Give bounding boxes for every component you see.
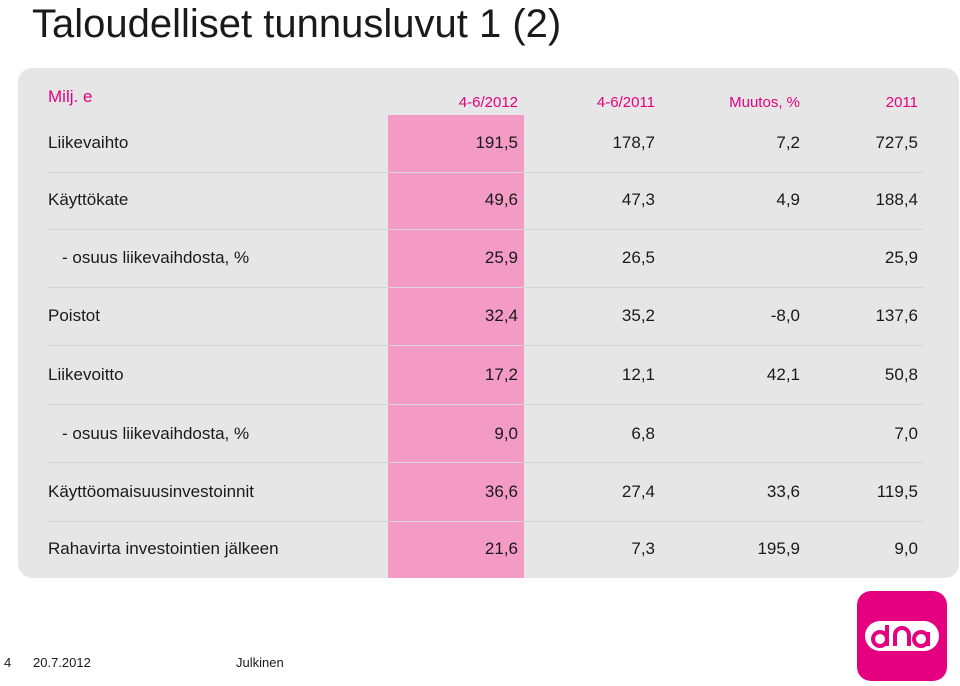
table-cell: 42,1 <box>766 365 800 384</box>
table-cell: 9,0 <box>494 424 518 443</box>
row-label-liikevaihto: Liikevaihto <box>48 133 129 152</box>
table-cell: 7,0 <box>894 424 918 443</box>
table-cell: 6,8 <box>631 424 655 443</box>
row-label-liikevoitto: Liikevoitto <box>48 365 124 384</box>
page-title: Taloudelliset tunnusluvut 1 (2) <box>32 2 562 46</box>
column-header: 4-6/2012 <box>458 94 518 111</box>
table-cell: 27,4 <box>621 482 655 501</box>
row-label-kayttoomaisuusinvestoinnit: Käyttöomaisuusinvestoinnit <box>48 482 255 501</box>
table-cell: 36,6 <box>484 482 518 501</box>
table-cell: 12,1 <box>621 365 655 384</box>
highlight-column <box>388 115 524 578</box>
row-divider <box>48 172 924 173</box>
row-label-osuus-kayttokate: - osuus liikevaihdosta, % <box>62 248 250 267</box>
table-cell: 188,4 <box>875 190 918 209</box>
table-cell: 119,5 <box>876 482 918 501</box>
dna-logo-icon <box>857 591 947 681</box>
row-label-rahavirta: Rahavirta investointien jälkeen <box>48 539 279 558</box>
table-cell: 25,9 <box>884 248 918 267</box>
table-cell: 178,7 <box>612 133 655 152</box>
table-cell: -8,0 <box>770 306 800 325</box>
table-cell: 17,2 <box>484 365 518 384</box>
row-divider <box>48 521 924 522</box>
table-cell: 35,2 <box>621 306 655 325</box>
table-cell: 191,5 <box>475 133 518 152</box>
row-divider <box>48 229 924 230</box>
row-divider <box>48 287 924 288</box>
row-label-osuus-liikevoitto: - osuus liikevaihdosta, % <box>62 424 250 443</box>
table-cell: 9,0 <box>894 539 918 558</box>
table-cell: 727,5 <box>875 133 918 152</box>
table-cell: 21,6 <box>484 539 518 558</box>
table-cell: 32,4 <box>484 306 518 325</box>
row-divider <box>48 462 924 463</box>
table-cell: 49,6 <box>484 190 518 209</box>
table-cell: 33,6 <box>766 482 800 501</box>
table-cell: 195,9 <box>757 539 800 558</box>
footer-classification: Julkinen <box>236 655 284 670</box>
table-cell: 50,8 <box>884 365 918 384</box>
dna-logo-mark <box>865 621 939 651</box>
table-cell: 26,5 <box>621 248 655 267</box>
table-cell: 25,9 <box>484 248 518 267</box>
row-divider <box>48 404 924 405</box>
financial-table: Milj. e 4-6/2012 4-6/2011 Muutos, % 2011… <box>18 68 959 578</box>
row-divider <box>48 345 924 346</box>
column-header: Muutos, % <box>729 94 800 111</box>
table-cell: 7,3 <box>631 539 655 558</box>
page-number: 4 <box>4 655 12 670</box>
row-label-poistot: Poistot <box>48 306 100 325</box>
table-cell: 7,2 <box>776 133 800 152</box>
table-cell: 47,3 <box>621 190 655 209</box>
footer-date: 20.7.2012 <box>33 655 91 670</box>
table-cell: 4,9 <box>776 190 800 209</box>
column-header: 2011 <box>885 94 918 111</box>
column-header: 4-6/2011 <box>596 94 655 111</box>
row-label-kayttokate: Käyttökate <box>48 190 129 209</box>
unit-label: Milj. e <box>48 87 93 106</box>
table-cell: 137,6 <box>875 306 918 325</box>
